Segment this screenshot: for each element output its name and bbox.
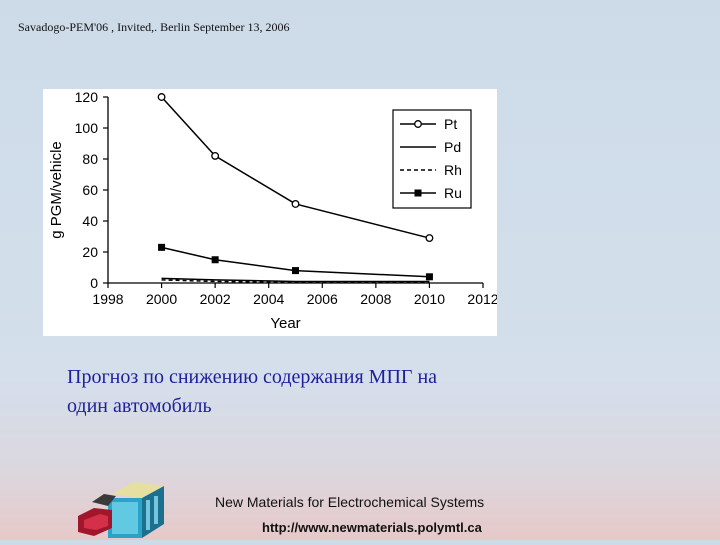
pgm-line-chart: 0 20 40 60 80 100 120 1998 2000 2002 2004 2006 2008 2…: [48, 89, 499, 332]
x-tick-label: 2010: [414, 291, 445, 307]
data-point-ru: [425, 273, 433, 281]
data-point-ru: [211, 256, 219, 264]
series-line-rh: [161, 279, 430, 283]
x-axis-label: Year: [270, 315, 300, 332]
slide-caption: Прогноз по снижению содержания МПГ на од…: [67, 363, 537, 421]
x-tick-label: 2012: [467, 291, 497, 307]
series-line-ru: [161, 246, 430, 278]
footer-url[interactable]: http://www.newmaterials.polymtl.ca: [262, 520, 482, 535]
x-tick-label: 2006: [307, 291, 338, 307]
y-tick-label: 40: [82, 213, 98, 229]
x-tick-label: 2004: [253, 291, 284, 307]
y-axis-label: g PGM/vehicle: [48, 141, 65, 239]
x-tick-label: 2008: [360, 291, 391, 307]
y-tick-label: 60: [82, 182, 98, 198]
legend-marker-pt: [414, 120, 422, 128]
x-tick-label: 1998: [92, 291, 123, 307]
data-point-pt: [157, 93, 166, 101]
lab-logo: [72, 480, 167, 540]
lab-logo-graphic: [78, 482, 164, 538]
x-tick-label: 2000: [146, 291, 177, 307]
y-tick-label: 20: [82, 244, 98, 260]
legend-label-pt: Pt: [444, 116, 457, 132]
legend-label-ru: Ru: [444, 185, 462, 201]
y-tick-label: 0: [90, 275, 98, 291]
series-line-pt: [161, 96, 430, 239]
y-tick-label: 100: [75, 120, 99, 136]
data-point-pt: [211, 151, 220, 160]
data-point-ru: [292, 267, 299, 275]
chart-panel: 0 20 40 60 80 100 120 1998 2000 2002 2004 2006 2008 2…: [43, 89, 499, 336]
y-tick-label: 80: [82, 151, 98, 167]
data-point-ru: [158, 243, 166, 251]
caption-line-2: один автомобиль: [67, 395, 212, 417]
y-tick-label: 120: [75, 89, 99, 105]
footer-title: New Materials for Electrochemical System…: [215, 494, 485, 510]
data-point-pt: [291, 199, 300, 208]
caption-line-1: Прогноз по снижению содержания МПГ на: [67, 366, 438, 388]
slide-header: Savadogo-PEM'06 , Invited,. Berlin Septe…: [18, 20, 290, 34]
series-line-pd: [161, 277, 430, 283]
x-tick-label: 2002: [200, 291, 231, 307]
legend-marker-ru: [414, 189, 422, 197]
legend-label-pd: Pd: [444, 139, 461, 155]
legend-label-rh: Rh: [444, 162, 462, 178]
legend-box: [392, 109, 472, 209]
data-point-pt: [425, 234, 434, 242]
